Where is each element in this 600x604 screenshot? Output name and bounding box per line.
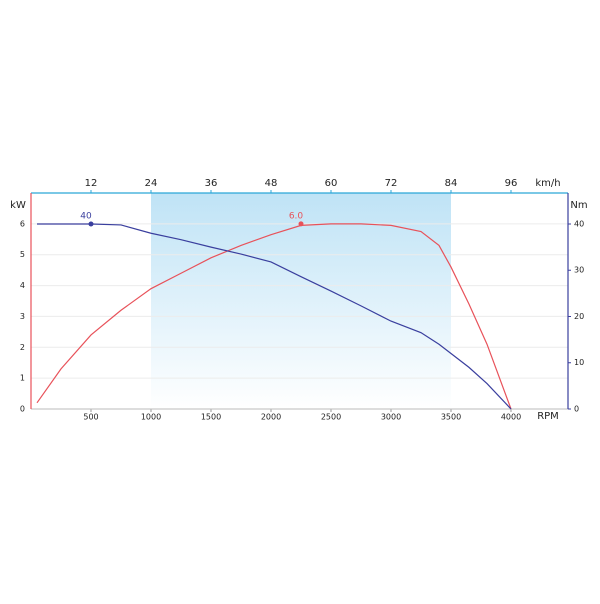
x-tick-label: 1000 xyxy=(141,413,161,422)
x-tick-label: 3500 xyxy=(441,413,461,422)
y-tick-label: 6 xyxy=(20,219,25,228)
x-axis-unit: RPM xyxy=(537,411,559,422)
x-tick-label: 3000 xyxy=(381,413,401,422)
annotation-label: 6.0 xyxy=(289,211,304,221)
x2-tick-label: 84 xyxy=(445,178,458,189)
x2-tick-label: 48 xyxy=(265,178,278,189)
y2-tick-label: 10 xyxy=(574,358,584,367)
x-tick-label: 1500 xyxy=(201,413,221,422)
x-tick-label: 4000 xyxy=(501,413,521,422)
y2-tick-label: 0 xyxy=(574,405,579,414)
x-tick-label: 2000 xyxy=(261,413,281,422)
x2-tick-label: 12 xyxy=(85,178,98,189)
x2-tick-label: 96 xyxy=(505,178,518,189)
y-tick-label: 3 xyxy=(20,312,25,321)
y-tick-label: 4 xyxy=(20,281,25,290)
y2-tick-label: 40 xyxy=(574,219,584,228)
y-axis-unit: kW xyxy=(10,200,26,211)
series-line xyxy=(37,223,512,410)
annotation-point xyxy=(298,221,304,227)
x-tick-label: 500 xyxy=(83,413,98,422)
y2-tick-label: 30 xyxy=(574,266,584,275)
x2-tick-label: 72 xyxy=(385,178,398,189)
x2-tick-label: 60 xyxy=(325,178,338,189)
annotation-label: 40 xyxy=(80,211,92,221)
x-tick-label: 2500 xyxy=(321,413,341,422)
x2-axis-unit: km/h xyxy=(535,178,560,189)
y-tick-label: 1 xyxy=(20,374,25,383)
annotation-point xyxy=(88,221,94,227)
highlight-band xyxy=(151,193,451,409)
y-tick-label: 5 xyxy=(20,250,25,259)
x2-tick-label: 36 xyxy=(205,178,218,189)
y2-tick-label: 20 xyxy=(574,312,584,321)
y-tick-label: 0 xyxy=(20,405,25,414)
y2-axis-unit: Nm xyxy=(570,200,587,211)
y-tick-label: 2 xyxy=(20,343,25,352)
x2-tick-label: 24 xyxy=(145,178,158,189)
